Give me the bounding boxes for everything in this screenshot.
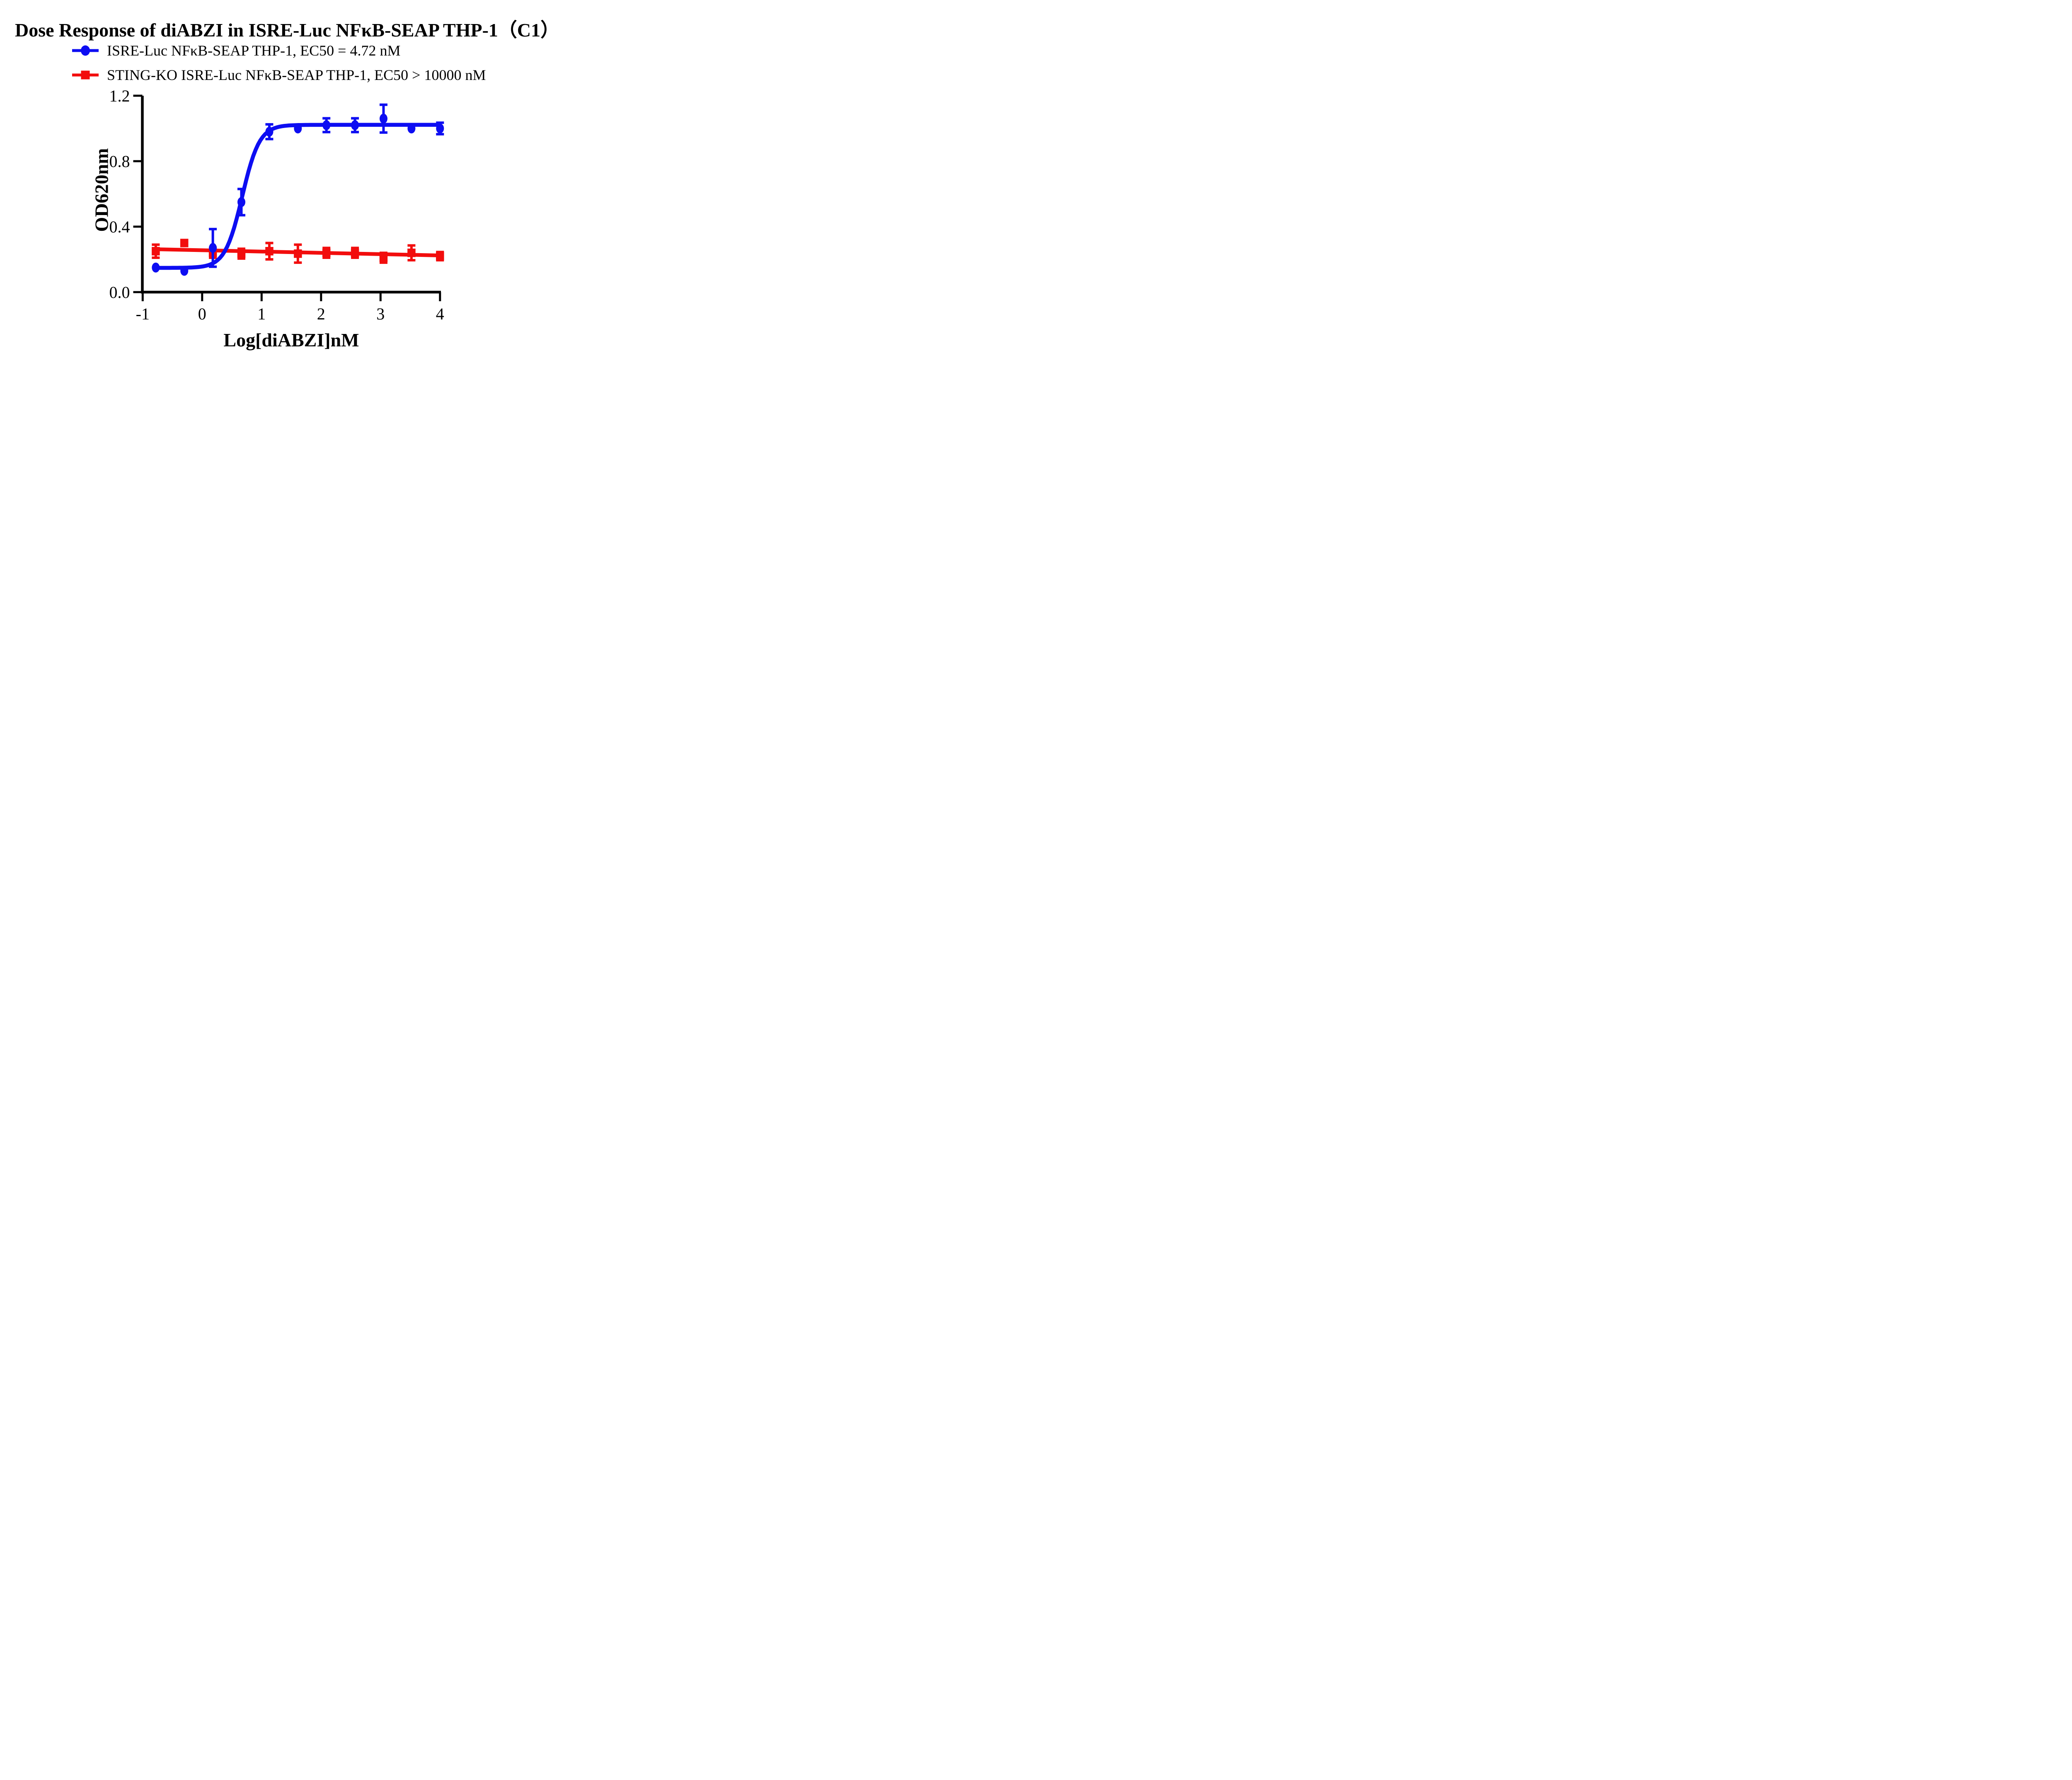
x-axis-title: Log[diABZI]nM: [223, 329, 359, 351]
blue-data-point: [322, 120, 331, 131]
red-square-line-icon: [72, 70, 99, 79]
red-data-point: [322, 248, 331, 257]
y-tick-label: 0.4: [109, 218, 130, 236]
blue-data-point: [407, 123, 416, 133]
dose-response-figure: { "title": "Dose Response of diABZI in I…: [0, 0, 579, 356]
blue-data-point: [152, 262, 160, 273]
blue-data-point: [436, 123, 444, 133]
axes: [141, 96, 441, 294]
blue-data-point: [294, 123, 302, 133]
legend-item-isre-luc: ISRE-Luc NFκB-SEAP THP-1, EC50 = 4.72 nM: [71, 38, 486, 63]
legend: ISRE-Luc NFκB-SEAP THP-1, EC50 = 4.72 nM…: [71, 38, 486, 87]
red-data-point: [180, 239, 189, 247]
legend-label: ISRE-Luc NFκB-SEAP THP-1, EC50 = 4.72 nM: [107, 42, 401, 59]
blue-data-point: [209, 243, 217, 253]
blue-circle-line-icon: [72, 45, 99, 56]
red-data-point: [407, 248, 416, 257]
blue-data-point: [351, 120, 359, 131]
red-data-point: [294, 249, 302, 258]
y-tick-label: 0.0: [109, 283, 130, 302]
blue-data-point: [379, 114, 387, 124]
x-tick-label: 0: [198, 305, 206, 323]
y-axis-title: OD620nm: [91, 148, 112, 232]
circle-marker-icon: [81, 45, 90, 56]
red-data-point: [265, 247, 274, 256]
x-tick-label: 1: [257, 305, 266, 323]
blue-data-point: [265, 126, 274, 137]
square-marker-icon: [81, 70, 90, 79]
x-tick-label: -1: [136, 305, 150, 323]
x-tick-label: 4: [436, 305, 444, 323]
page-title: Dose Response of diABZI in ISRE-Luc NFκB…: [15, 19, 560, 41]
legend-label: STING-KO ISRE-Luc NFκB-SEAP THP-1, EC50 …: [107, 66, 486, 83]
x-tick-label: 2: [317, 305, 325, 323]
red-data-point: [237, 249, 246, 258]
red-data-point: [152, 247, 160, 256]
red-data-point: [379, 253, 388, 262]
legend-item-sting-ko: STING-KO ISRE-Luc NFκB-SEAP THP-1, EC50 …: [71, 63, 486, 87]
x-tick-label: 3: [376, 305, 385, 323]
blue-data-point: [180, 266, 189, 276]
blue-data-point: [237, 197, 246, 207]
blue-circle-legend-icon: [71, 43, 99, 58]
y-tick-label: 1.2: [109, 87, 130, 105]
red-data-point: [351, 248, 359, 257]
chart-svg: -1 0 1 2 3 4 0.0 0.4 0.8 1.2: [109, 87, 444, 323]
red-data-point: [436, 252, 444, 261]
red-square-legend-icon: [71, 68, 99, 82]
dose-response-plot: -1 0 1 2 3 4 0.0 0.4 0.8 1.2: [0, 0, 579, 356]
y-tick-label: 0.8: [109, 152, 130, 171]
isre-luc-series: [152, 103, 444, 276]
sting-ko-series: [152, 239, 444, 264]
